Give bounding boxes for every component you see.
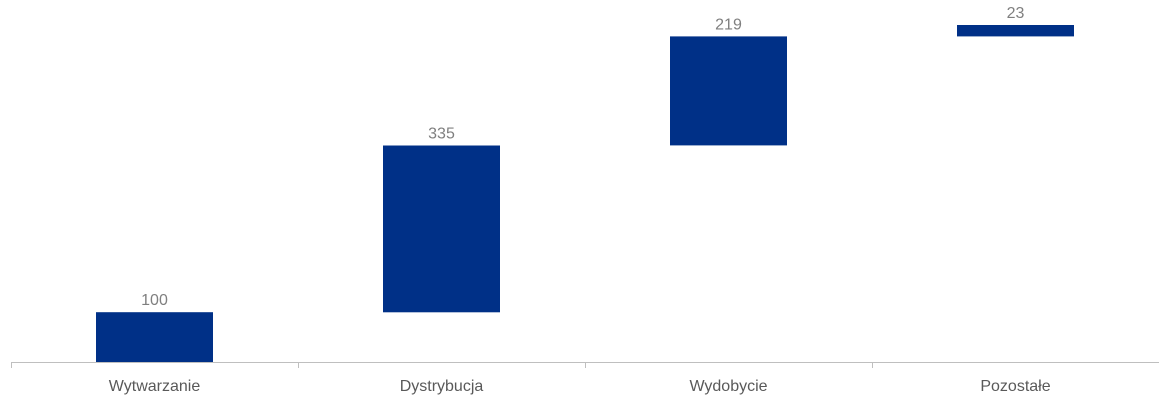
bar-wydobycie — [670, 36, 787, 146]
value-labels-group: 100 335 219 23 — [141, 5, 1024, 309]
bar-wytwarzanie — [96, 312, 213, 362]
bars-group — [96, 25, 1074, 362]
x-axis-ticks — [11, 362, 873, 368]
category-label: Dystrybucja — [400, 378, 484, 395]
value-label: 219 — [715, 16, 742, 33]
value-label: 100 — [141, 292, 168, 309]
value-label: 23 — [1007, 5, 1025, 22]
category-labels-group: Wytwarzanie Dystrybucja Wydobycie Pozostałe — [109, 378, 1051, 395]
category-label: Pozostałe — [980, 378, 1050, 395]
category-label: Wydobycie — [689, 378, 767, 395]
category-label: Wytwarzanie — [109, 378, 201, 395]
bar-pozostałe — [957, 25, 1074, 37]
value-label: 335 — [428, 126, 455, 143]
bar-dystrybucja — [383, 145, 500, 313]
